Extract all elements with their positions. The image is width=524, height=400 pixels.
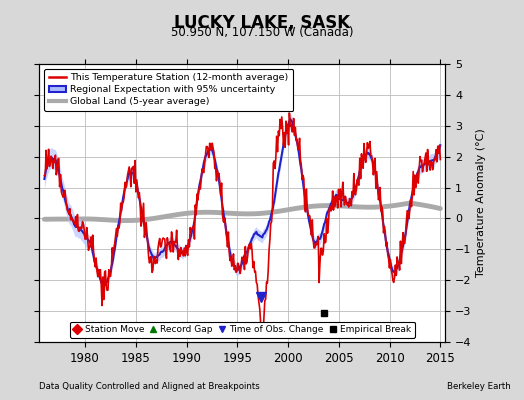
Text: Berkeley Earth: Berkeley Earth (447, 382, 511, 391)
Legend: Station Move, Record Gap, Time of Obs. Change, Empirical Break: Station Move, Record Gap, Time of Obs. C… (70, 322, 414, 338)
Y-axis label: Temperature Anomaly (°C): Temperature Anomaly (°C) (476, 129, 486, 277)
Text: LUCKY LAKE, SASK: LUCKY LAKE, SASK (174, 14, 350, 32)
Text: 50.950 N, 107.150 W (Canada): 50.950 N, 107.150 W (Canada) (171, 26, 353, 39)
Text: Data Quality Controlled and Aligned at Breakpoints: Data Quality Controlled and Aligned at B… (39, 382, 260, 391)
